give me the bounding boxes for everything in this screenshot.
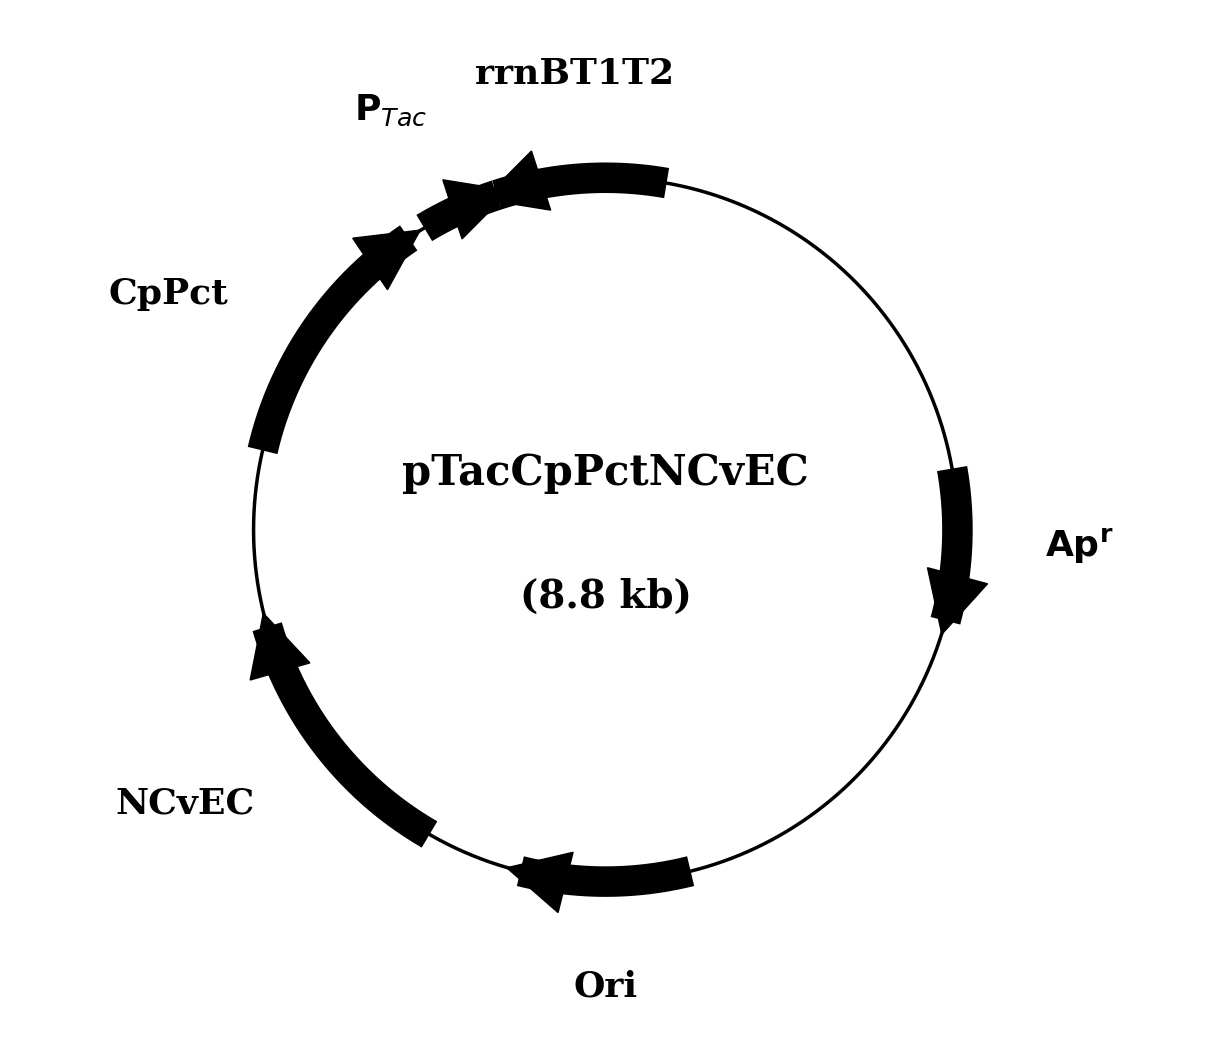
Polygon shape xyxy=(928,568,987,635)
Text: (8.8 kb): (8.8 kb) xyxy=(520,578,691,616)
Text: $\mathbf{Ap^r}$: $\mathbf{Ap^r}$ xyxy=(1045,526,1114,564)
Text: NCvEC: NCvEC xyxy=(115,787,254,820)
Text: $\mathbf{P}_{Tac}$: $\mathbf{P}_{Tac}$ xyxy=(355,92,427,128)
Polygon shape xyxy=(483,151,551,210)
Text: pTacCpPctNCvEC: pTacCpPctNCvEC xyxy=(402,452,809,494)
Polygon shape xyxy=(251,614,310,680)
Polygon shape xyxy=(443,179,510,239)
Text: rrnBT1T2: rrnBT1T2 xyxy=(475,57,675,91)
Polygon shape xyxy=(352,230,420,290)
Text: Ori: Ori xyxy=(574,969,637,1004)
Text: CpPct: CpPct xyxy=(108,277,228,311)
Polygon shape xyxy=(506,852,573,913)
